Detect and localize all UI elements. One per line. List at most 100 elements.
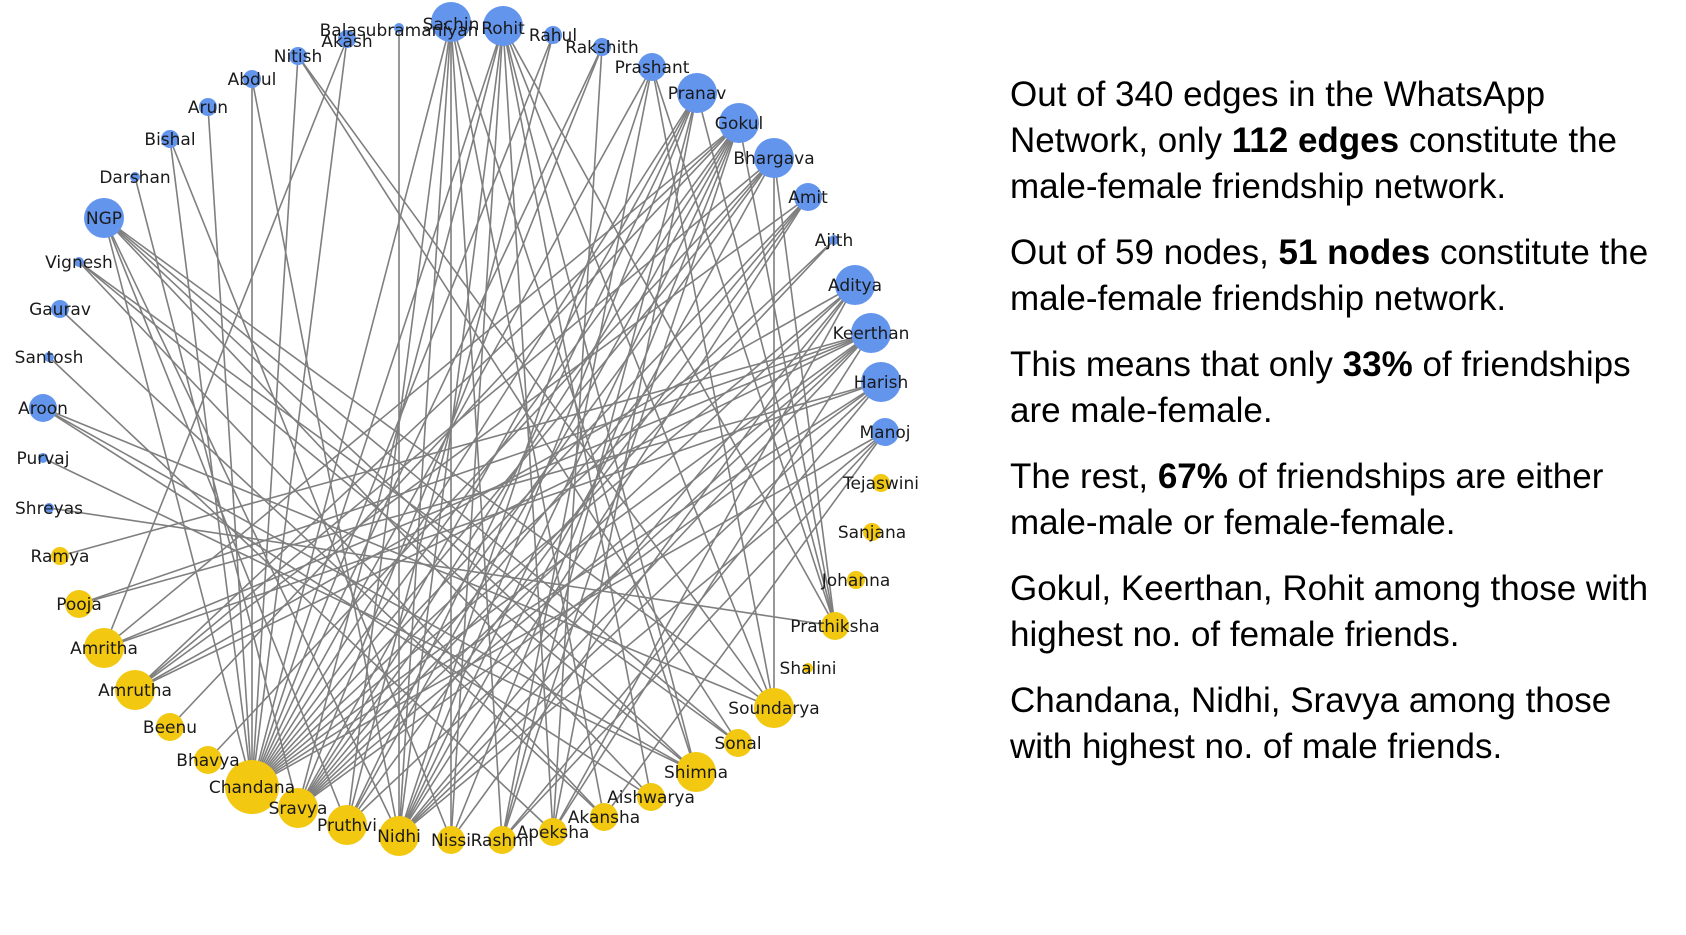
node-gaurav[interactable] [51, 300, 69, 318]
node-aishwarya[interactable] [637, 783, 665, 811]
edge-bhargava-sravya [297, 157, 775, 809]
edges-summary: Out of 340 edges in the WhatsApp Network… [1010, 75, 1618, 206]
edge-manoj-nidhi [398, 431, 886, 837]
node-aditya[interactable] [835, 265, 875, 305]
node-ramya[interactable] [51, 547, 69, 565]
node-amritha[interactable] [84, 628, 124, 668]
node-darshan[interactable] [130, 172, 140, 182]
nodes-layer [29, 2, 901, 856]
node-label-pranav: Pranav [668, 84, 727, 104]
node-shimna[interactable] [676, 752, 716, 792]
node-gokul[interactable] [719, 103, 759, 143]
node-label-sanjana: Sanjana [838, 523, 906, 543]
node-label-gokul: Gokul [715, 114, 763, 134]
node-chandana[interactable] [225, 760, 279, 814]
node-sravya[interactable] [278, 788, 318, 828]
edge-keerthan-pooja [78, 332, 872, 605]
edge-amit-sravya [297, 196, 809, 809]
nodes-summary: Out of 59 nodes, 51 nodes constitute the… [1010, 233, 1649, 318]
node-nidhi[interactable] [379, 816, 419, 856]
node-shalini[interactable] [803, 663, 813, 673]
edge-ngp-pruthvi [103, 217, 348, 826]
edge-shreyas-prathiksha [48, 507, 836, 627]
edge-harish-chandana [251, 381, 882, 788]
node-santosh[interactable] [44, 352, 54, 362]
node-akash[interactable] [338, 30, 356, 48]
edge-santosh-apeksha [48, 356, 554, 833]
node-rakshith[interactable] [593, 38, 611, 56]
node-label-nissi: Nissi [431, 831, 471, 851]
node-pruthvi[interactable] [327, 805, 367, 845]
node-label-sonal: Sonal [714, 734, 761, 754]
node-shreyas[interactable] [44, 503, 54, 513]
node-purvaj[interactable] [38, 453, 48, 463]
edge-vignesh-shimna [78, 261, 697, 773]
node-sonal[interactable] [724, 729, 752, 757]
node-prashant[interactable] [638, 53, 666, 81]
node-label-amritha: Amritha [70, 639, 138, 659]
node-label-sachin: Sachin [423, 15, 480, 35]
node-tejaswini[interactable] [872, 474, 890, 492]
node-label-soundarya: Soundarya [728, 699, 819, 719]
edge-akash-amritha [103, 38, 348, 649]
node-johanna[interactable] [847, 571, 865, 589]
node-manoj[interactable] [871, 418, 899, 446]
node-harish[interactable] [861, 362, 901, 402]
node-abdul[interactable] [243, 70, 261, 88]
edge-purvaj-shimna [42, 457, 697, 773]
node-pranav[interactable] [677, 73, 717, 113]
node-label-aishwarya: Aishwarya [607, 788, 695, 808]
node-label-keerthan: Keerthan [833, 324, 910, 344]
node-ajith[interactable] [829, 235, 839, 245]
node-vignesh[interactable] [74, 257, 84, 267]
node-arun[interactable] [199, 98, 217, 116]
node-rahul[interactable] [544, 26, 562, 44]
edge-rohit-chandana [251, 25, 504, 788]
node-label-santosh: Santosh [15, 348, 84, 368]
edge-rohit-apeksha [502, 25, 554, 833]
node-label-shalini: Shalini [780, 659, 837, 679]
node-beenu[interactable] [156, 713, 184, 741]
edge-aroon-shimna [42, 407, 697, 773]
node-amit[interactable] [794, 183, 822, 211]
node-label-rashmi: Rashmi [471, 831, 534, 851]
edge-bhargava-chandana [251, 157, 775, 788]
node-label-tejaswini: Tejaswini [842, 474, 919, 494]
node-apeksha[interactable] [539, 818, 567, 846]
node-keerthan[interactable] [851, 313, 891, 353]
node-ngp[interactable] [84, 198, 124, 238]
node-nissi[interactable] [437, 826, 465, 854]
edge-arun-chandana [207, 106, 253, 788]
node-nitish[interactable] [289, 47, 307, 65]
node-bhargava[interactable] [754, 138, 794, 178]
node-label-ramya: Ramya [31, 547, 90, 567]
edge-gokul-amritha [103, 122, 740, 649]
node-label-balasubramaniyan: Balasubramaniyan [320, 21, 479, 41]
same-gender-share: The rest, 67% of friendships are either … [1010, 457, 1604, 542]
node-prathiksha[interactable] [821, 612, 849, 640]
node-label-rohit: Rohit [481, 19, 525, 39]
node-pooja[interactable] [65, 590, 93, 618]
edge-pranav-sravya [297, 92, 698, 809]
node-bhavya[interactable] [194, 746, 222, 774]
edge-akash-chandana [251, 38, 348, 788]
node-balasubramaniyan[interactable] [394, 23, 404, 33]
node-sachin[interactable] [431, 2, 471, 42]
node-amrutha[interactable] [115, 670, 155, 710]
node-aroon[interactable] [29, 394, 57, 422]
edge-rakshith-chandana [251, 46, 603, 788]
node-soundarya[interactable] [754, 688, 794, 728]
node-akansha[interactable] [590, 803, 618, 831]
edge-harish-amritha [103, 381, 882, 649]
edge-prashant-nidhi [398, 66, 653, 837]
edge-prashant-soundarya [651, 66, 775, 709]
node-sanjana[interactable] [863, 523, 881, 541]
edge-manoj-chandana [251, 431, 886, 788]
edge-rohit-prathiksha [502, 25, 836, 627]
node-label-purvaj: Purvaj [17, 449, 70, 469]
node-rashmi[interactable] [488, 826, 516, 854]
node-rohit[interactable] [483, 6, 523, 46]
node-bishal[interactable] [161, 130, 179, 148]
node-label-akansha: Akansha [568, 808, 640, 828]
